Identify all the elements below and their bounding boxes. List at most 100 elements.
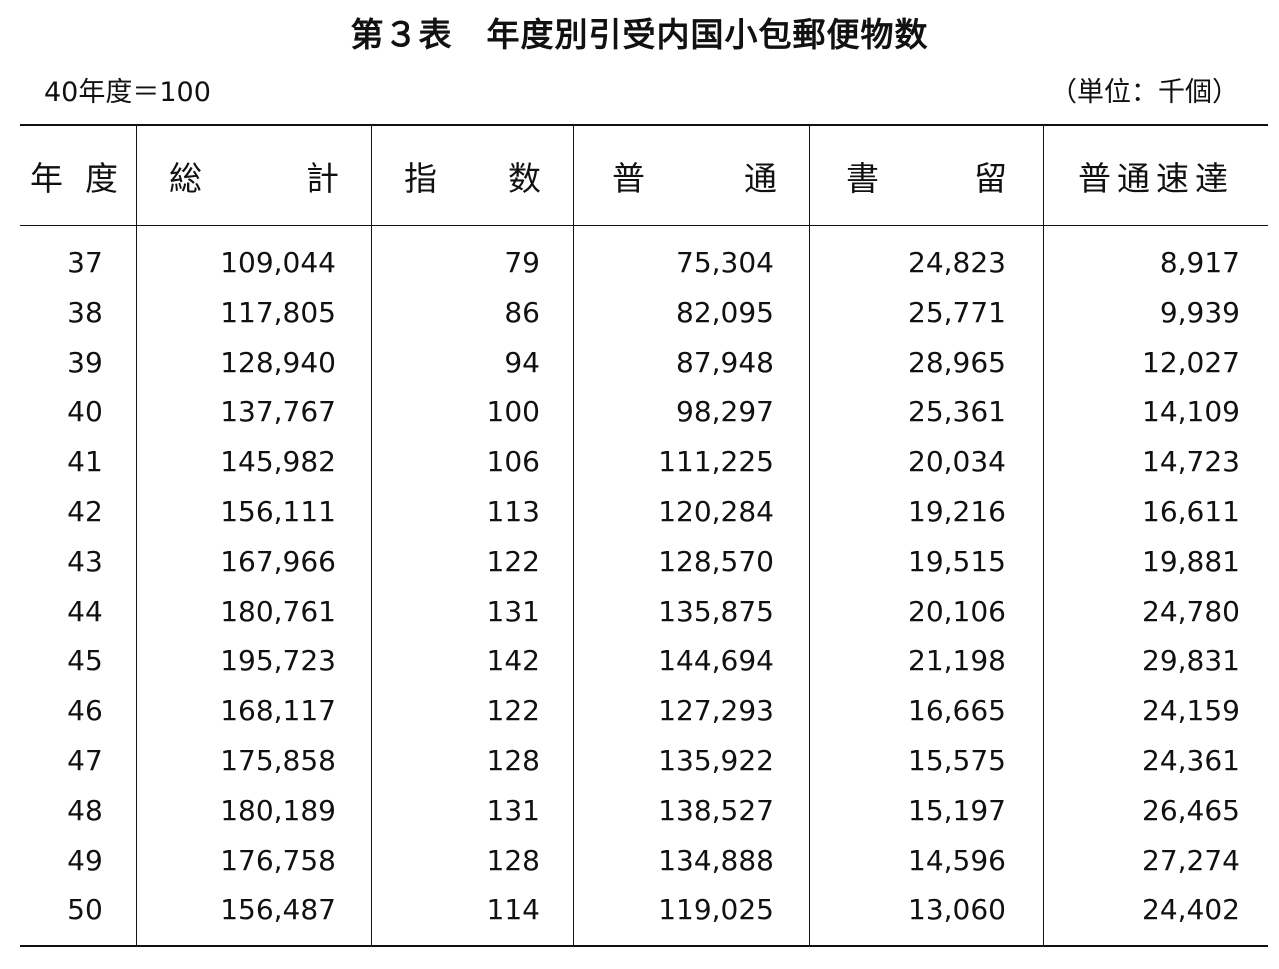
header-ordinary: 普 通 — [574, 126, 809, 225]
index-cell: 79 — [504, 246, 540, 279]
table-top-rule — [20, 124, 1268, 126]
total-cell: 117,805 — [220, 295, 336, 329]
header-ordinary-char: 普 — [612, 158, 645, 198]
header-ordinary-char: 通 — [744, 158, 777, 198]
table-row: 46 168,117 122 127,293 16,665 24,159 — [20, 686, 1268, 736]
ordinary-cell: 75,304 — [676, 246, 774, 279]
header-express-label: 普通速達 — [1078, 158, 1234, 198]
table-row: 43 167,966 122 128,570 19,515 19,881 — [20, 537, 1268, 587]
index-cell: 122 — [486, 544, 540, 578]
registered-cell: 14,596 — [908, 843, 1006, 877]
index-cell: 131 — [486, 594, 540, 628]
total-cell: 180,189 — [220, 793, 336, 827]
header-express: 普通速達 — [1044, 126, 1268, 225]
express-cell: 24,780 — [1142, 594, 1240, 628]
ordinary-cell: 135,922 — [658, 743, 774, 777]
table-row: 47 175,858 128 135,922 15,575 24,361 — [20, 736, 1268, 786]
header-index: 指 数 — [372, 126, 573, 225]
year-cell: 43 — [67, 544, 103, 578]
ordinary-cell: 82,095 — [676, 295, 774, 329]
header-index-char: 数 — [508, 158, 541, 198]
ordinary-cell: 128,570 — [658, 544, 774, 578]
ordinary-cell: 119,025 — [658, 893, 774, 927]
year-cell: 50 — [67, 893, 103, 927]
express-cell: 8,917 — [1159, 246, 1240, 279]
express-cell: 26,465 — [1142, 793, 1240, 827]
index-cell: 128 — [486, 743, 540, 777]
express-cell: 24,402 — [1142, 893, 1240, 927]
header-index-char: 指 — [404, 158, 437, 198]
year-cell: 47 — [67, 743, 103, 777]
registered-cell: 15,197 — [908, 793, 1006, 827]
ordinary-cell: 127,293 — [658, 694, 774, 728]
year-cell: 49 — [67, 843, 103, 877]
ordinary-cell: 144,694 — [658, 644, 774, 678]
index-cell: 100 — [486, 395, 540, 429]
index-cell: 86 — [504, 295, 540, 329]
table-body: 37 109,044 79 75,304 24,823 8,917 38 117,805 86 8… — [20, 238, 1268, 935]
total-cell: 145,982 — [220, 445, 336, 479]
total-cell: 175,858 — [220, 743, 336, 777]
index-cell: 114 — [486, 893, 540, 927]
registered-cell: 28,965 — [908, 345, 1006, 379]
table-row: 49 176,758 128 134,888 14,596 27,274 — [20, 836, 1268, 886]
express-cell: 14,109 — [1142, 395, 1240, 429]
table-row: 40 137,767 100 98,297 25,361 14,109 — [20, 387, 1268, 437]
ordinary-cell: 98,297 — [676, 395, 774, 429]
table-row: 41 145,982 106 111,225 20,034 14,723 — [20, 437, 1268, 487]
header-total-char: 計 — [306, 158, 339, 198]
registered-cell: 19,216 — [908, 494, 1006, 528]
year-cell: 41 — [67, 445, 103, 479]
express-cell: 27,274 — [1142, 843, 1240, 877]
registered-cell: 16,665 — [908, 694, 1006, 728]
column-divider — [136, 126, 137, 945]
header-registered: 書 留 — [810, 126, 1043, 225]
total-cell: 156,487 — [220, 893, 336, 927]
express-cell: 24,159 — [1142, 694, 1240, 728]
express-cell: 12,027 — [1142, 345, 1240, 379]
total-cell: 109,044 — [220, 246, 336, 279]
index-cell: 128 — [486, 843, 540, 877]
year-cell: 37 — [67, 246, 103, 279]
total-cell: 156,111 — [220, 494, 336, 528]
year-cell: 46 — [67, 694, 103, 728]
base-year-note: 40年度＝100 — [44, 77, 211, 108]
registered-cell: 15,575 — [908, 743, 1006, 777]
ordinary-cell: 87,948 — [676, 345, 774, 379]
registered-cell: 24,823 — [908, 246, 1006, 279]
express-cell: 19,881 — [1142, 544, 1240, 578]
header-bottom-rule — [20, 225, 1268, 226]
column-divider — [573, 126, 574, 945]
express-cell: 9,939 — [1159, 295, 1240, 329]
year-cell: 48 — [67, 793, 103, 827]
year-cell: 44 — [67, 594, 103, 628]
year-cell: 40 — [67, 395, 103, 429]
column-divider — [1043, 126, 1044, 945]
table-bottom-rule — [20, 945, 1268, 947]
table-row: 39 128,940 94 87,948 28,965 12,027 — [20, 338, 1268, 388]
year-cell: 45 — [67, 644, 103, 678]
registered-cell: 25,771 — [908, 295, 1006, 329]
year-cell: 39 — [67, 345, 103, 379]
registered-cell: 20,034 — [908, 445, 1006, 479]
total-cell: 180,761 — [220, 594, 336, 628]
header-year: 年 度 — [20, 126, 136, 225]
header-total-char: 総 — [169, 158, 202, 198]
column-divider — [809, 126, 810, 945]
ordinary-cell: 134,888 — [658, 843, 774, 877]
registered-cell: 19,515 — [908, 544, 1006, 578]
registered-cell: 21,198 — [908, 644, 1006, 678]
express-cell: 16,611 — [1142, 494, 1240, 528]
index-cell: 94 — [504, 345, 540, 379]
column-divider — [371, 126, 372, 945]
index-cell: 122 — [486, 694, 540, 728]
registered-cell: 13,060 — [908, 893, 1006, 927]
table-row: 44 180,761 131 135,875 20,106 24,780 — [20, 587, 1268, 637]
table-row: 38 117,805 86 82,095 25,771 9,939 — [20, 288, 1268, 338]
year-cell: 42 — [67, 494, 103, 528]
total-cell: 167,966 — [220, 544, 336, 578]
express-cell: 29,831 — [1142, 644, 1240, 678]
total-cell: 128,940 — [220, 345, 336, 379]
ordinary-cell: 135,875 — [658, 594, 774, 628]
table-row: 42 156,111 113 120,284 19,216 16,611 — [20, 487, 1268, 537]
